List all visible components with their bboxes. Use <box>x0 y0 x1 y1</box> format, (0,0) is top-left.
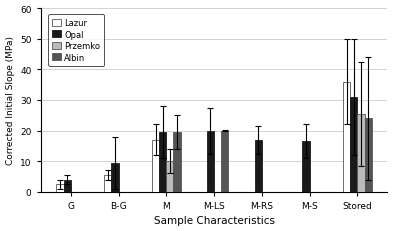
Legend: Lazur, Opal, Przemko, Albin: Lazur, Opal, Przemko, Albin <box>48 15 104 67</box>
Bar <box>166 161 173 192</box>
Bar <box>221 131 228 192</box>
Y-axis label: Corrected Initial Slope (MPa): Corrected Initial Slope (MPa) <box>6 36 15 165</box>
Bar <box>350 97 357 192</box>
Bar <box>152 140 159 192</box>
Bar <box>57 184 64 192</box>
Bar <box>207 131 214 192</box>
Bar <box>357 114 365 192</box>
Bar <box>104 175 111 192</box>
Bar <box>343 82 350 192</box>
Bar <box>365 119 372 192</box>
Bar <box>303 142 310 192</box>
Bar <box>111 163 119 192</box>
Bar <box>64 180 71 192</box>
Bar <box>173 133 181 192</box>
X-axis label: Sample Characteristics: Sample Characteristics <box>154 216 275 225</box>
Bar <box>255 140 262 192</box>
Bar <box>159 133 166 192</box>
